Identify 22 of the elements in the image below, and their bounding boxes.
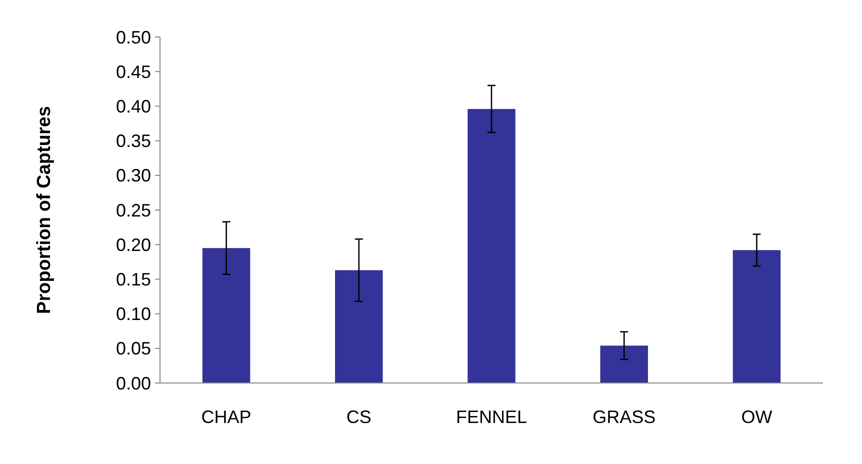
x-tick-label: FENNEL (456, 407, 528, 427)
y-tick-label: 0.40 (116, 96, 151, 116)
x-tick-label: CS (346, 407, 372, 427)
y-tick-label: 0.50 (116, 27, 151, 48)
bar (732, 250, 781, 383)
x-tick-label: OW (741, 407, 772, 427)
y-axis-title: Proportion of Captures (34, 106, 55, 314)
y-tick-label: 0.30 (116, 166, 151, 186)
y-tick-label: 0.05 (116, 338, 151, 359)
x-tick-label: CHAP (201, 407, 252, 427)
bar (335, 270, 383, 383)
y-tick-label: 0.10 (116, 304, 151, 324)
y-tick-label: 0.35 (116, 131, 151, 152)
bar (202, 248, 250, 383)
y-tick-label: 0.15 (116, 270, 151, 290)
bar (468, 108, 516, 383)
y-tick-label: 0.25 (116, 200, 151, 220)
bar (600, 346, 648, 383)
y-tick-label: 0.00 (116, 373, 151, 394)
y-tick-label: 0.20 (116, 234, 151, 255)
y-tick-label: 0.45 (116, 62, 151, 82)
x-tick-label: GRASS (592, 407, 656, 427)
